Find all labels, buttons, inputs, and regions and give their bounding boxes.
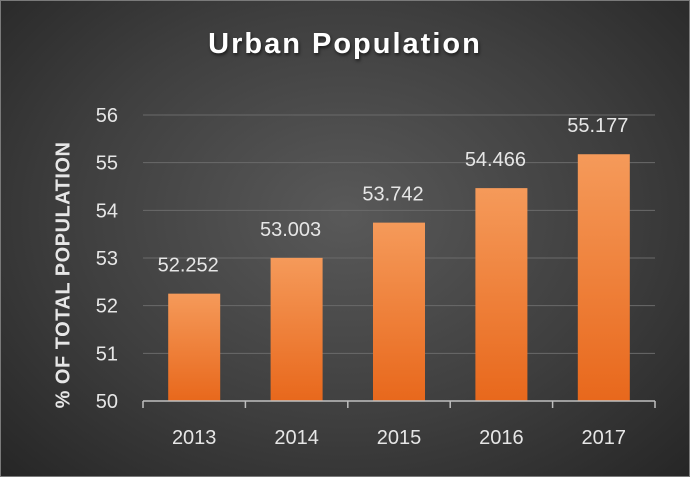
x-tick-label: 2013 [172,427,217,449]
y-tick-label: 52 [96,296,118,318]
data-label-2015: 53.742 [362,184,423,206]
data-label-2013: 52.252 [158,255,219,277]
x-axis-ticks: 2013 2014 2015 2016 2017 [172,427,626,449]
data-label-2016: 54.466 [465,149,526,171]
y-axis-ticks: 50 51 52 53 54 55 56 [96,105,118,413]
y-tick-label: 53 [96,248,118,270]
x-tick-label: 2015 [377,427,422,449]
y-tick-label: 50 [96,391,118,413]
bars [168,154,630,401]
bar-2014 [270,257,323,401]
bar-2017 [577,154,630,401]
bar-2013 [168,293,221,401]
bar-2016 [475,188,528,401]
data-label-2017: 55.177 [567,115,628,137]
y-tick-label: 55 [96,153,118,175]
data-labels: 52.252 53.003 53.742 54.466 55.177 [158,115,629,276]
chart-title: Urban Population [208,28,482,60]
x-tick-label: 2017 [582,427,627,449]
y-tick-label: 54 [96,200,118,222]
bar-2015 [373,222,425,401]
x-tick-label: 2014 [274,427,319,449]
y-tick-label: 56 [96,105,118,127]
x-axis [142,400,656,408]
x-tick-label: 2016 [479,427,524,449]
y-tick-label: 51 [96,343,118,365]
data-label-2014: 53.003 [260,219,321,241]
